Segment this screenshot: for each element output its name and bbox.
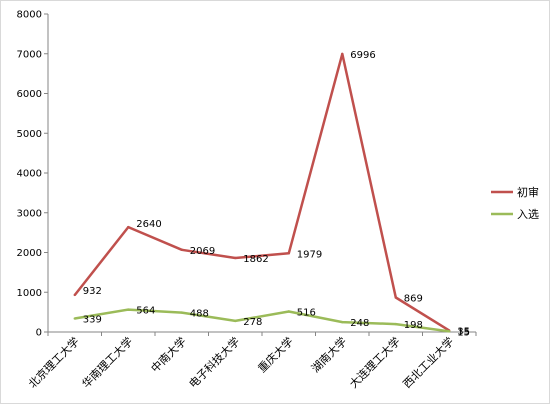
data-point bbox=[394, 322, 397, 326]
data-label: 869 bbox=[404, 293, 423, 304]
data-label: 6996 bbox=[350, 50, 375, 61]
y-tick-label: 0 bbox=[36, 328, 42, 339]
data-point bbox=[394, 296, 397, 299]
data-point bbox=[127, 308, 130, 311]
data-point bbox=[73, 317, 76, 320]
data-label: 278 bbox=[243, 317, 262, 328]
data-point bbox=[234, 256, 237, 260]
x-tick-label: 华南理工大学 bbox=[79, 334, 136, 391]
y-tick-label: 5000 bbox=[17, 129, 42, 140]
data-point bbox=[180, 248, 183, 251]
y-tick-label: 4000 bbox=[17, 169, 42, 180]
x-tick-label: 电子科技大学 bbox=[186, 334, 243, 391]
x-tick-label: 北京理工大学 bbox=[25, 334, 82, 391]
y-tick-label: 3000 bbox=[17, 208, 42, 219]
series-line-0 bbox=[73, 52, 450, 332]
y-tick-label: 8000 bbox=[17, 10, 42, 21]
series-line-1 bbox=[74, 308, 450, 333]
data-label: 932 bbox=[83, 286, 102, 297]
data-point bbox=[341, 52, 344, 56]
data-point bbox=[287, 310, 290, 313]
axes bbox=[47, 14, 476, 333]
x-tick-label: 湖南大学 bbox=[308, 334, 349, 375]
x-tick-label: 大连理工大学 bbox=[346, 334, 403, 391]
data-point bbox=[448, 330, 451, 333]
data-point bbox=[234, 319, 237, 323]
y-tick-label: 6000 bbox=[17, 89, 42, 100]
data-label: 1862 bbox=[243, 254, 268, 265]
data-label: 2069 bbox=[190, 246, 215, 257]
legend-label[interactable]: 初审 bbox=[517, 185, 539, 199]
x-tick-label: 重庆大学 bbox=[255, 334, 296, 375]
data-label: 198 bbox=[404, 320, 423, 331]
data-label: 516 bbox=[297, 307, 316, 318]
data-point bbox=[341, 320, 344, 324]
data-point bbox=[73, 293, 76, 297]
series-layer bbox=[73, 52, 451, 333]
y-tick-label: 1000 bbox=[17, 288, 42, 299]
data-label: 564 bbox=[136, 306, 155, 317]
x-tick-label: 中南大学 bbox=[148, 334, 189, 375]
data-label: 339 bbox=[83, 315, 102, 326]
data-point bbox=[287, 252, 290, 255]
y-axis-ticks: 0 1000 2000 3000 4000 5000 6000 7000 8000 bbox=[17, 10, 48, 339]
legend-label[interactable]: 入选 bbox=[517, 208, 539, 221]
data-label: 488 bbox=[190, 309, 209, 320]
data-label: 15 bbox=[457, 327, 470, 338]
y-tick-label: 2000 bbox=[17, 248, 42, 259]
data-label: 248 bbox=[350, 318, 369, 329]
data-label: 2640 bbox=[136, 219, 161, 230]
data-point bbox=[127, 225, 130, 229]
data-label: 1979 bbox=[297, 249, 322, 260]
data-label: 35 bbox=[457, 327, 470, 338]
data-labels: 932 2640 2069 1862 1979 6996 869 35 339 564 488 278… bbox=[83, 50, 470, 338]
data-point bbox=[180, 311, 183, 314]
x-tick-label: 西北工业大学 bbox=[400, 334, 457, 391]
y-tick-label: 7000 bbox=[17, 49, 42, 60]
